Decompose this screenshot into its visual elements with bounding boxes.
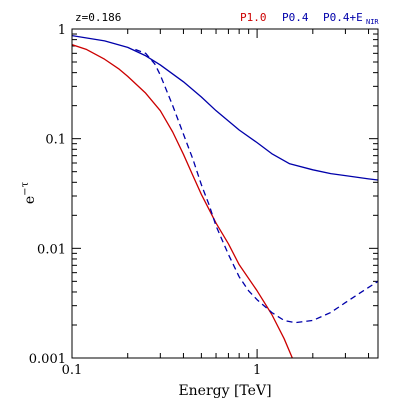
x-tick-label: 1	[253, 363, 261, 378]
y-tick-labels: 1 0.1 0.01 0.001	[29, 23, 66, 367]
y-axis-title-base: e	[22, 196, 38, 204]
legend: P1.0 P0.4 P0.4+E NIR	[240, 11, 379, 26]
redshift-annotation: z=0.186	[75, 11, 121, 24]
y-tick-label: 1	[58, 23, 66, 38]
legend-p04: P0.4	[282, 11, 309, 24]
y-tick-label: 0.01	[37, 242, 66, 257]
svg-text:e−τ: e−τ	[20, 181, 38, 204]
legend-p04-enir-sub: NIR	[366, 18, 379, 26]
y-tick-label: 0.001	[29, 352, 66, 367]
plot-frame	[71, 28, 379, 359]
legend-p04-enir: P0.4+E	[323, 11, 363, 24]
axis-ticks	[71, 28, 378, 359]
series-layer	[72, 34, 378, 358]
y-axis-title-sup: −τ	[20, 181, 31, 195]
series-line-2	[135, 48, 378, 324]
legend-p10: P1.0	[240, 11, 267, 24]
series-line-1	[72, 34, 378, 181]
x-tick-label: 0.1	[62, 363, 83, 378]
y-axis-title: e−τ	[20, 181, 38, 204]
x-axis-title: Energy [TeV]	[178, 383, 271, 399]
x-tick-labels: 0.1 1	[62, 363, 262, 378]
y-tick-label: 0.1	[45, 133, 66, 148]
series-line-0	[72, 44, 293, 358]
